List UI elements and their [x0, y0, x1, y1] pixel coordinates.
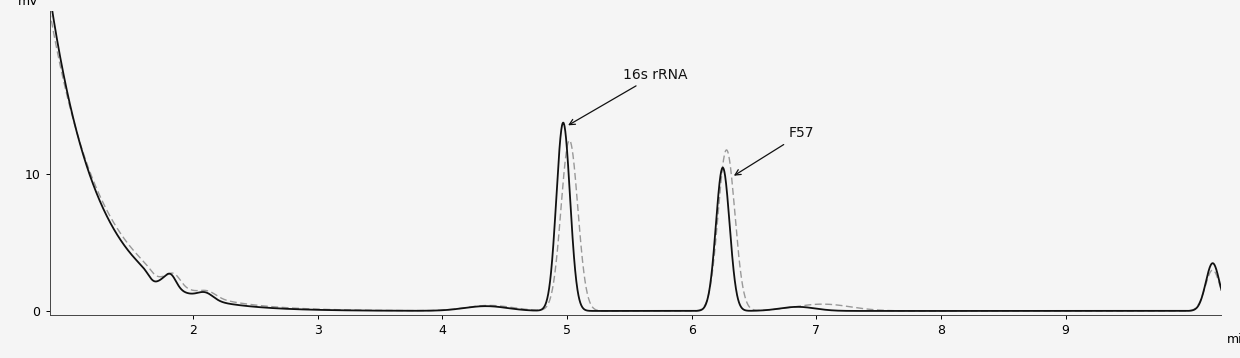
- Text: F57: F57: [735, 126, 815, 175]
- Text: 16s rRNA: 16s rRNA: [569, 68, 687, 125]
- X-axis label: min: min: [1228, 333, 1240, 346]
- Y-axis label: mV: mV: [19, 0, 38, 8]
